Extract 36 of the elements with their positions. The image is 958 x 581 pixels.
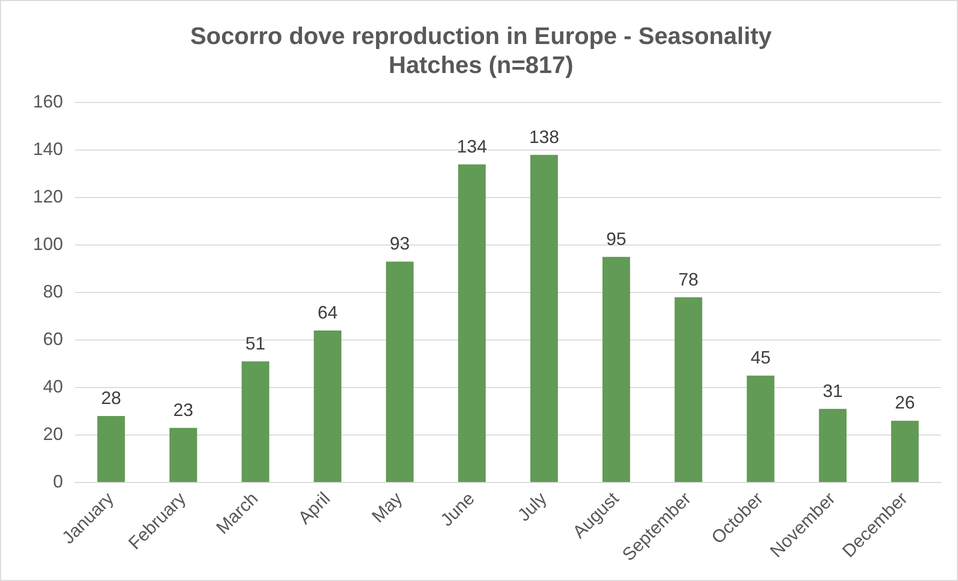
data-label: 28 — [101, 388, 122, 408]
data-label: 26 — [894, 392, 915, 413]
data-label: 45 — [750, 348, 771, 368]
bar — [602, 256, 630, 482]
y-tick-label: 100 — [32, 234, 64, 254]
bar — [314, 330, 342, 482]
bar — [746, 376, 774, 482]
data-label: 95 — [606, 228, 626, 249]
data-label: 51 — [245, 333, 266, 354]
y-tick-label: 160 — [32, 92, 64, 112]
bar — [169, 428, 198, 482]
bar — [458, 164, 486, 482]
data-label: 64 — [318, 302, 338, 322]
y-tick-label: 80 — [43, 282, 64, 302]
bar — [530, 154, 558, 482]
x-tick-label: May — [368, 488, 406, 526]
bar — [242, 361, 270, 482]
bar — [674, 297, 702, 482]
bar — [97, 416, 125, 482]
bar — [891, 420, 919, 482]
data-label: 78 — [678, 269, 698, 290]
x-tick-label: July — [514, 488, 550, 526]
data-label: 138 — [529, 126, 560, 147]
chart-title: Socorro dove reproduction in Europe - Seasonality Hatches (n=817) — [190, 23, 772, 79]
y-tick-label: 0 — [53, 471, 64, 492]
y-tick-label: 40 — [43, 376, 64, 396]
y-tick-label: 20 — [43, 424, 64, 444]
data-label: 23 — [173, 400, 194, 420]
data-label: 93 — [390, 234, 410, 254]
y-tick-label: 140 — [32, 139, 64, 160]
data-label: 31 — [822, 380, 843, 401]
y-tick-label: 120 — [32, 186, 64, 207]
bar — [386, 262, 414, 482]
data-label: 134 — [456, 136, 487, 156]
y-tick-label: 60 — [43, 328, 64, 349]
bar — [818, 408, 847, 482]
